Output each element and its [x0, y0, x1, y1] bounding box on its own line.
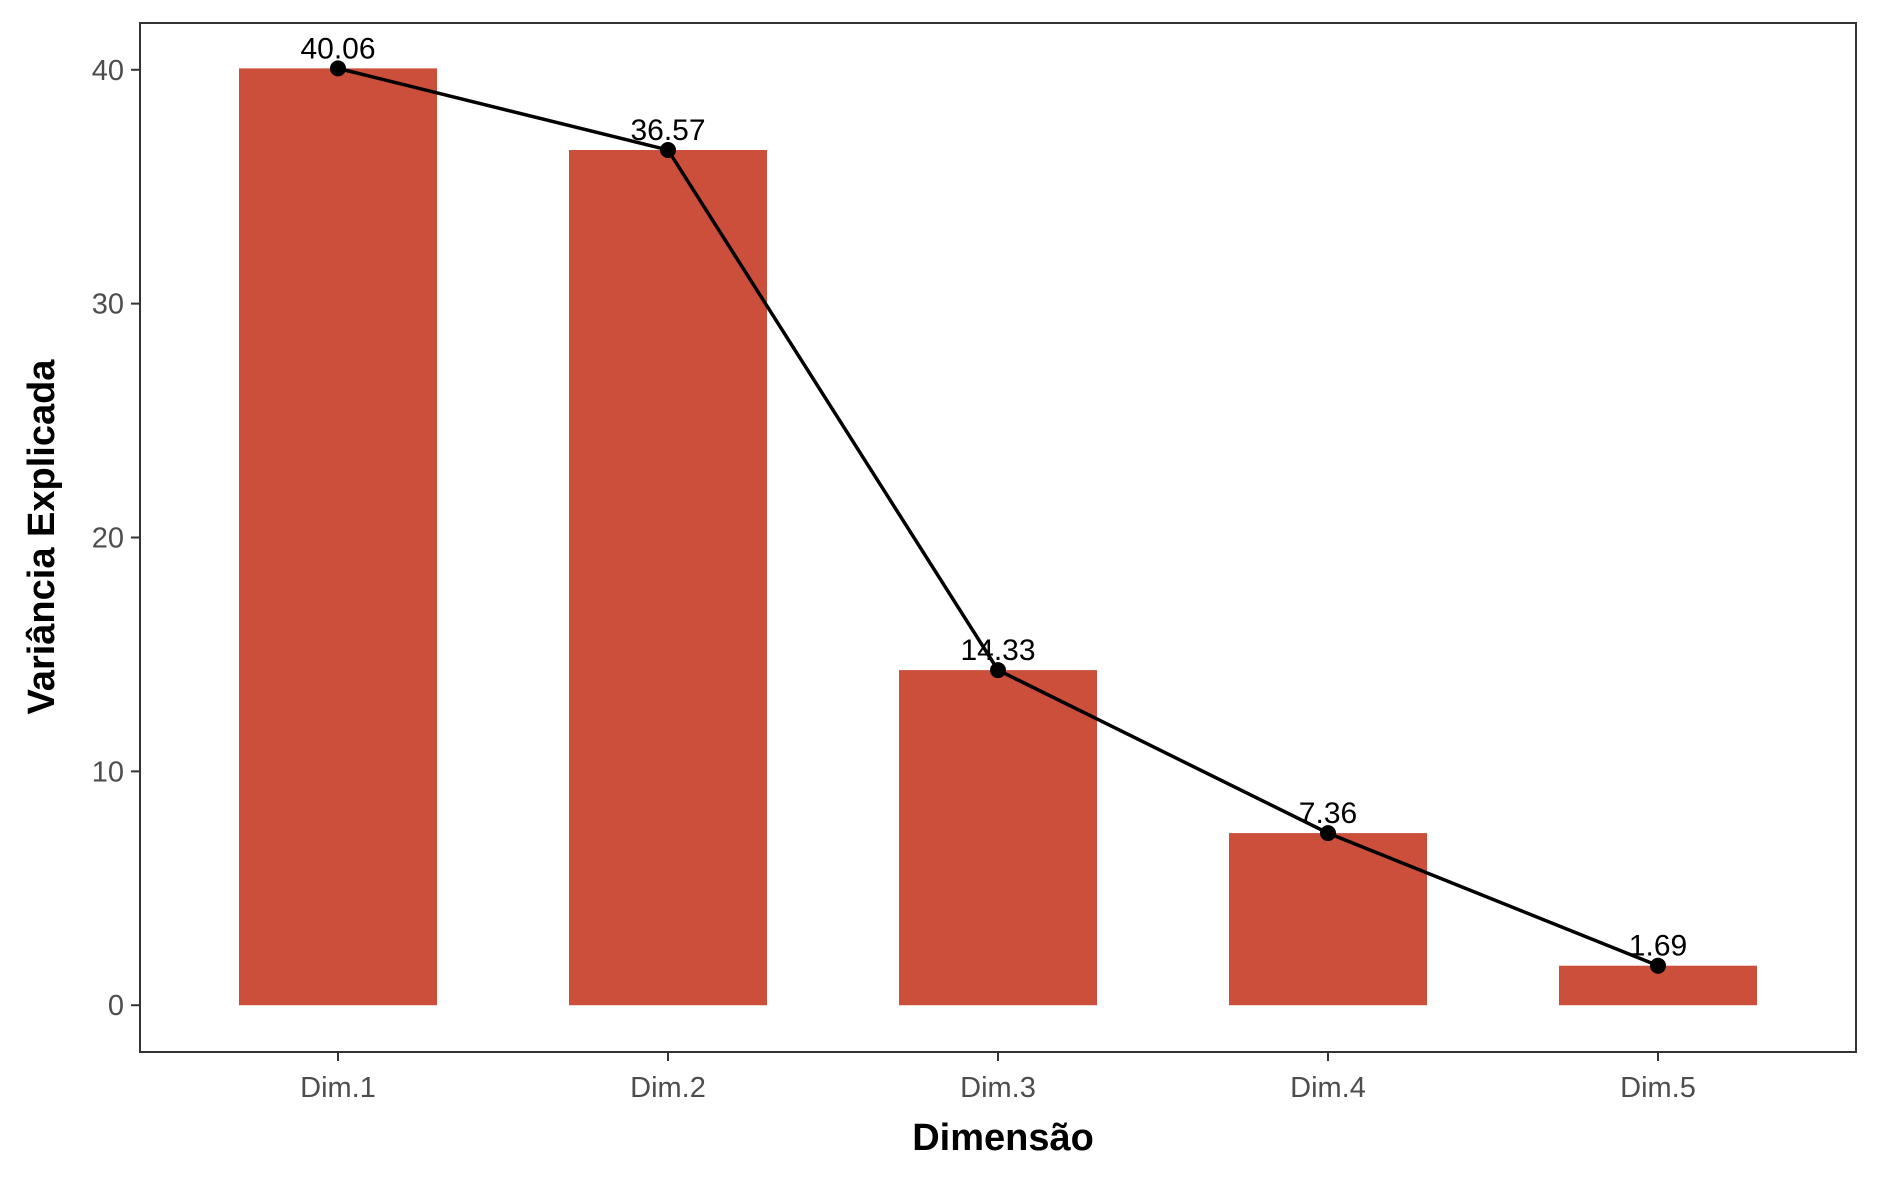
bar-Dim.4 — [1229, 833, 1427, 1006]
y-tick-label: 0 — [108, 990, 124, 1022]
data-label-Dim.4: 7.36 — [1299, 797, 1357, 830]
point-Dim.4 — [1320, 825, 1336, 842]
point-Dim.3 — [990, 662, 1006, 679]
x-tick-label-Dim.4: Dim.4 — [1290, 1072, 1366, 1104]
y-axis-title: Variância Explicada — [21, 359, 63, 715]
x-axis: Dim.1 Dim.2 Dim.3 Dim.4 Dim.5 — [300, 1052, 1696, 1104]
bar-Dim.3 — [899, 670, 1097, 1006]
y-tick-label: 20 — [92, 523, 124, 555]
point-Dim.5 — [1650, 957, 1666, 974]
data-labels: 40.06 36.57 14.33 7.36 1.69 — [300, 32, 1687, 962]
data-label-Dim.1: 40.06 — [300, 32, 375, 65]
data-label-Dim.3: 14.33 — [960, 634, 1035, 667]
point-Dim.2 — [660, 141, 676, 158]
y-tick-label: 30 — [92, 289, 124, 321]
y-axis: 0 10 20 30 40 — [92, 55, 140, 1022]
data-label-Dim.2: 36.57 — [630, 114, 705, 147]
x-tick-label-Dim.2: Dim.2 — [630, 1072, 706, 1104]
x-axis-title: Dimensão — [912, 1117, 1094, 1159]
variance-line — [330, 60, 1666, 974]
x-tick-label-Dim.3: Dim.3 — [960, 1072, 1036, 1104]
bar-Dim.2 — [569, 149, 767, 1006]
x-tick-label-Dim.5: Dim.5 — [1620, 1072, 1696, 1104]
data-label-Dim.5: 1.69 — [1629, 930, 1687, 963]
x-tick-label-Dim.1: Dim.1 — [300, 1072, 376, 1104]
point-Dim.1 — [330, 60, 346, 77]
bars — [239, 68, 1757, 1006]
y-tick-label: 10 — [92, 756, 124, 788]
bar-Dim.1 — [239, 68, 437, 1006]
y-tick-label: 40 — [92, 55, 124, 87]
